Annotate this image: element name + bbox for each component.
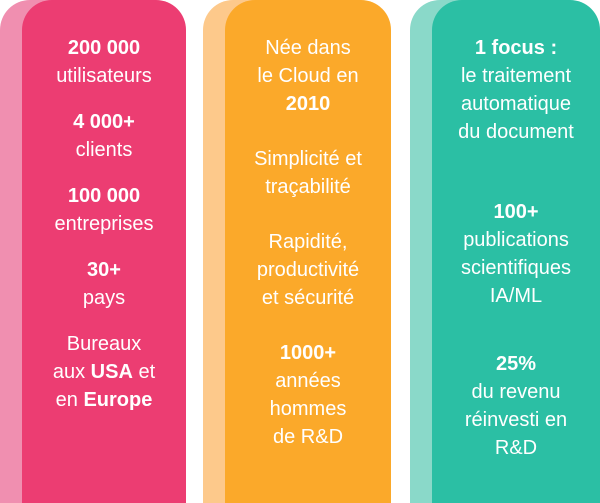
stat-label: scientifiques (460, 257, 572, 279)
stat-label: Bureaux (66, 333, 142, 355)
stat-label: réinvesti en (464, 409, 568, 431)
stat-rd-years: 1000+ années hommes de R&D (225, 339, 391, 451)
stat-label: du document (458, 121, 574, 143)
stat-label: et sécurité (261, 287, 355, 309)
stat-label: clients (75, 139, 133, 161)
stat-revenue-reinvested: 25% du revenu réinvesti en R&D (432, 350, 600, 462)
stat-value: 1000+ (279, 342, 337, 364)
column-card: Née dans le Cloud en 2010 Simplicité et … (225, 0, 391, 503)
stat-label: Simplicité et (254, 148, 362, 170)
stats-column-cloud: Née dans le Cloud en 2010 Simplicité et … (203, 0, 391, 503)
stat-value: 100+ (493, 201, 539, 223)
stat-value: 100 000 (67, 185, 141, 207)
offices-line-usa: aux USA et (22, 358, 186, 386)
stat-label: entreprises (54, 213, 154, 235)
stat-label: productivité (256, 259, 360, 281)
text: et (132, 361, 156, 383)
stat-label: du revenu (471, 381, 561, 403)
stat-clients: 4 000+ clients (22, 108, 186, 164)
stat-label: R&D (494, 437, 538, 459)
stat-label: Née dans (265, 37, 351, 59)
text: en (55, 389, 84, 411)
stat-users: 200 000 utilisateurs (22, 34, 186, 90)
stat-label: publications (463, 229, 569, 251)
stat-value: 30+ (87, 259, 121, 281)
stat-focus: 1 focus : le traitement automatique du d… (432, 34, 600, 146)
stat-label: IA/ML (489, 285, 543, 307)
column-card: 200 000 utilisateurs 4 000+ clients 100 … (22, 0, 186, 503)
stat-value: 1 focus : (474, 37, 558, 59)
stats-column-research: 1 focus : le traitement automatique du d… (410, 0, 600, 503)
stat-founded: Née dans le Cloud en 2010 (225, 34, 391, 118)
stat-label: hommes (269, 398, 347, 420)
stat-countries: 30+ pays (22, 256, 186, 312)
column-card: 1 focus : le traitement automatique du d… (432, 0, 600, 503)
stat-label: années (275, 370, 341, 392)
stat-publications: 100+ publications scientifiques IA/ML (432, 198, 600, 310)
stat-label: traçabilité (265, 176, 351, 198)
stat-speed: Rapidité, productivité et sécurité (225, 228, 391, 312)
stat-label: le traitement (460, 65, 572, 87)
stat-label: de R&D (272, 426, 344, 448)
stat-value: 2010 (285, 93, 331, 115)
stat-value: Europe (83, 389, 153, 411)
stat-label: utilisateurs (56, 65, 152, 87)
stat-value: 4 000+ (73, 111, 135, 133)
stat-label: le Cloud en (257, 65, 359, 87)
stats-column-users: 200 000 utilisateurs 4 000+ clients 100 … (0, 0, 186, 503)
stat-label: automatique (460, 93, 572, 115)
offices-line-europe: en Europe (22, 386, 186, 414)
stat-label: Rapidité, (268, 231, 348, 253)
stat-value: 25% (495, 353, 537, 375)
stat-companies: 100 000 entreprises (22, 182, 186, 238)
text: aux (52, 361, 91, 383)
stat-simplicity: Simplicité et traçabilité (225, 145, 391, 201)
stat-value: 200 000 (67, 37, 141, 59)
stat-value: USA (90, 361, 133, 383)
stat-offices: Bureaux aux USA et en Europe (22, 330, 186, 414)
stat-label: pays (82, 287, 126, 309)
